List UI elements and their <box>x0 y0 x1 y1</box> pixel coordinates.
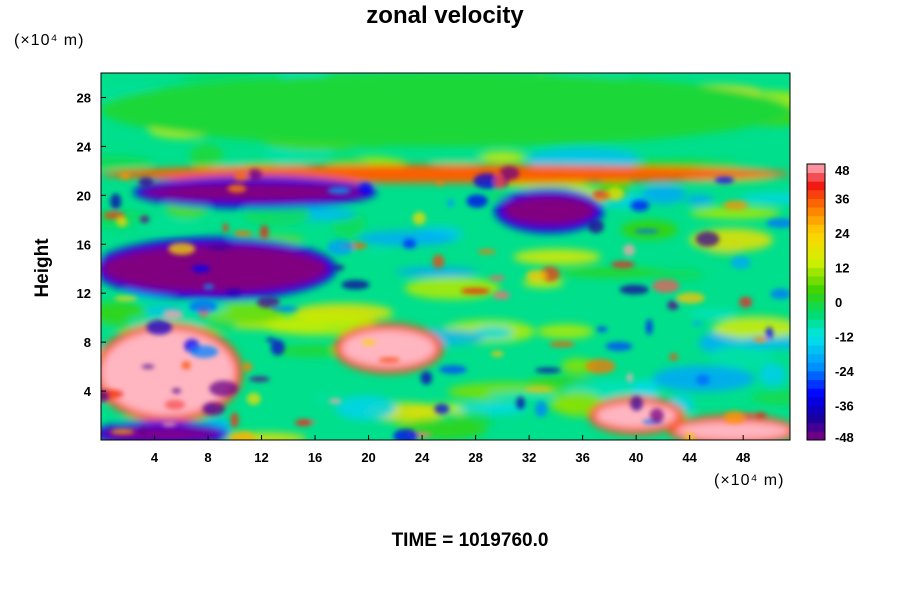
time-readout: TIME = 1019760.0 <box>0 530 900 552</box>
y-tick-label: 12 <box>77 286 91 301</box>
x-tick-label: 40 <box>629 450 643 465</box>
chart-title: zonal velocity <box>366 2 524 29</box>
y-axis: 4 8 12 16 20 24 28 <box>77 90 106 399</box>
y-tick-label: 20 <box>77 188 91 203</box>
colorbar-level <box>807 422 825 432</box>
colorbar-level <box>807 362 825 372</box>
colorbar-level <box>807 302 825 312</box>
colorbar-tick-label: -24 <box>835 364 855 379</box>
colorbar-level <box>807 431 825 441</box>
colorbar-level <box>807 405 825 415</box>
colorbar-level <box>807 310 825 320</box>
y-tick-label: 24 <box>77 139 92 154</box>
y-tick-label: 8 <box>84 335 91 350</box>
colorbar-level <box>807 319 825 329</box>
colorbar-level <box>807 233 825 243</box>
colorbar-level <box>807 172 825 182</box>
time-value: 1019760.0 <box>458 530 549 551</box>
colorbar-level <box>807 353 825 363</box>
colorbar-level <box>807 371 825 381</box>
colorbar-level <box>807 345 825 355</box>
plot-frame <box>100 72 791 441</box>
y-axis-label: Height <box>32 238 53 298</box>
colorbar-level <box>807 379 825 389</box>
x-tick-label: 48 <box>736 450 750 465</box>
y-tick-label: 28 <box>77 90 91 105</box>
colorbar-tick-label: 24 <box>835 226 850 241</box>
x-tick-label: 28 <box>468 450 482 465</box>
colorbar-level <box>807 276 825 286</box>
x-tick-label: 24 <box>415 450 430 465</box>
time-label: TIME = <box>391 530 454 551</box>
x-tick-label: 44 <box>682 450 697 465</box>
plot-area <box>101 73 790 440</box>
colorbar-tick-label: 48 <box>835 163 849 178</box>
y-axis-unit: (×10⁴ m) <box>14 32 85 49</box>
colorbar-level <box>807 396 825 406</box>
colorbar-tick-label: 36 <box>835 192 849 207</box>
x-tick-label: 8 <box>204 450 211 465</box>
colorbar-level <box>807 198 825 208</box>
colorbar-level <box>807 258 825 268</box>
colorbar-tick-label: -12 <box>835 330 854 345</box>
x-tick-label: 4 <box>151 450 159 465</box>
x-tick-label: 36 <box>575 450 589 465</box>
colorbar-level <box>807 336 825 346</box>
x-tick-label: 32 <box>522 450 536 465</box>
colorbar-tick-label: 12 <box>835 261 849 276</box>
colorbar-level <box>807 241 825 251</box>
colorbar-level <box>807 293 825 303</box>
x-tick-label: 20 <box>361 450 375 465</box>
colorbar-level <box>807 215 825 225</box>
colorbar-level <box>807 267 825 277</box>
colorbar-level <box>807 250 825 260</box>
colorbar-level <box>807 284 825 294</box>
colorbar-level <box>807 388 825 398</box>
x-tick-label: 16 <box>308 450 322 465</box>
colorbar-level <box>807 224 825 234</box>
x-tick-label: 12 <box>254 450 268 465</box>
y-tick-label: 4 <box>84 384 92 399</box>
colorbar-level <box>807 327 825 337</box>
colorbar-level <box>807 164 825 174</box>
colorbar-tick-label: -48 <box>835 430 854 445</box>
x-axis: 4 8 12 16 20 24 28 32 36 40 44 48 <box>151 435 750 465</box>
colorbar-tick-label: -36 <box>835 399 854 414</box>
y-tick-label: 16 <box>77 237 91 252</box>
colorbar-level <box>807 181 825 191</box>
colorbar-level <box>807 414 825 424</box>
colorbar-frame <box>806 163 826 441</box>
x-axis-unit: (×10⁴ m) <box>714 472 785 489</box>
colorbar-tick-label: 0 <box>835 295 842 310</box>
colorbar: 48 36 24 12 0 -12 -24 -36 -48 <box>806 163 855 445</box>
colorbar-level <box>807 189 825 199</box>
colorbar-level <box>807 207 825 217</box>
